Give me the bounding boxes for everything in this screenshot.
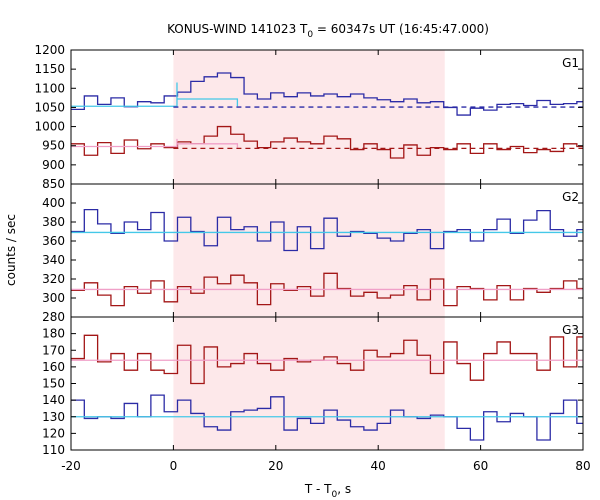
xtick-label-0: 0: [170, 459, 178, 473]
ytick-label-g3-130: 130: [42, 410, 65, 424]
series-g2-red-2: [71, 272, 583, 307]
series-g1-blue-0: [71, 72, 583, 116]
ytick-label-g1-1100: 1100: [34, 81, 65, 95]
xtick-label-60: 60: [473, 459, 488, 473]
ytick-label-g3-150: 150: [42, 377, 65, 391]
panel-label-g3: G3: [562, 323, 579, 337]
ytick-label-g1-1150: 1150: [34, 62, 65, 76]
trigger-interval-band: [173, 50, 445, 450]
ytick-label-g1-1000: 1000: [34, 120, 65, 134]
ytick-label-g3-160: 160: [42, 360, 65, 374]
ytick-label-g3-170: 170: [42, 343, 65, 357]
panel-g2: [71, 208, 583, 307]
tick-layer: 85090095010001050110011501200G1280300320…: [34, 43, 590, 473]
panel-g3: [71, 334, 583, 441]
ytick-label-g1-1050: 1050: [34, 100, 65, 114]
xtick-label--20: -20: [61, 459, 81, 473]
trigger-interval-shading: [173, 50, 445, 450]
ytick-label-g2-300: 300: [42, 291, 65, 305]
panel-g1: [71, 72, 583, 159]
series-g3-blue-2: [71, 394, 583, 441]
xtick-label-80: 80: [575, 459, 590, 473]
series-g2-blue-0: [71, 208, 583, 252]
panel-label-g1: G1: [562, 56, 579, 70]
ytick-label-g2-400: 400: [42, 196, 65, 210]
ytick-label-g3-110: 110: [42, 443, 65, 457]
ytick-label-g1-900: 900: [42, 158, 65, 172]
ytick-label-g2-320: 320: [42, 272, 65, 286]
ytick-label-g3-180: 180: [42, 327, 65, 341]
x-axis-label: T - T0, s: [304, 482, 351, 500]
xtick-label-40: 40: [371, 459, 386, 473]
chart-title: KONUS-WIND 141023 T0 = 60347s UT (16:45:…: [167, 22, 489, 40]
ytick-label-g1-950: 950: [42, 139, 65, 153]
series-layer: [71, 72, 583, 441]
y-axis-label: counts / sec: [4, 214, 18, 286]
ytick-label-g2-340: 340: [42, 253, 65, 267]
ytick-label-g1-850: 850: [42, 177, 65, 191]
ytick-label-g2-360: 360: [42, 234, 65, 248]
ytick-label-g1-1200: 1200: [34, 43, 65, 57]
ytick-label-g3-140: 140: [42, 393, 65, 407]
series-g3-red-0: [71, 334, 583, 385]
ytick-label-g2-280: 280: [42, 310, 65, 324]
series-g1-red-3: [71, 125, 583, 159]
panel-label-g2: G2: [562, 190, 579, 204]
ytick-label-g3-120: 120: [42, 426, 65, 440]
ytick-label-g2-380: 380: [42, 215, 65, 229]
series-g1-pink-4: [71, 138, 239, 148]
xtick-label-20: 20: [268, 459, 283, 473]
series-g1-cyan-1: [71, 82, 239, 107]
